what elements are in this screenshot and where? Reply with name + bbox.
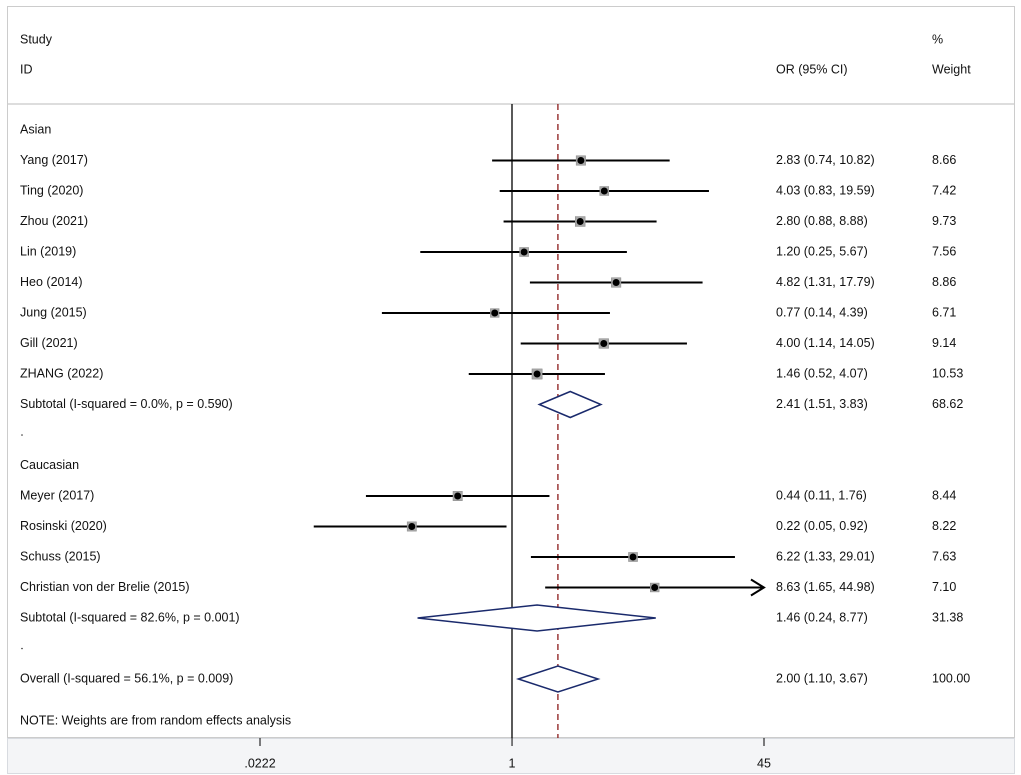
- study-weight: 6.71: [932, 305, 956, 319]
- spacer-dot: [21, 647, 23, 650]
- point-estimate: [454, 492, 462, 500]
- point-estimate: [577, 157, 585, 164]
- study-or-ci: 2.83 (0.74, 10.82): [776, 153, 875, 167]
- study-or-ci: 8.63 (1.65, 44.98): [776, 580, 875, 594]
- header-percent-label: %: [932, 32, 943, 46]
- study-weight: 8.44: [932, 488, 956, 502]
- subtotal-label: Subtotal (I-squared = 0.0%, p = 0.590): [20, 397, 233, 411]
- study-or-ci: 0.77 (0.14, 4.39): [776, 305, 868, 319]
- point-estimate: [600, 187, 608, 195]
- point-estimate: [576, 218, 584, 225]
- point-estimate: [408, 523, 416, 530]
- footnote: NOTE: Weights are from random effects an…: [20, 713, 291, 727]
- point-estimate: [612, 279, 620, 286]
- group-label: Caucasian: [20, 458, 79, 472]
- subtotal-weight: 31.38: [932, 610, 963, 624]
- spacer-dot: [21, 434, 23, 436]
- study-label: ZHANG (2022): [20, 366, 103, 380]
- subtotal-diamond: [537, 390, 603, 419]
- subtotal-label: Subtotal (I-squared = 82.6%, p = 0.001): [20, 610, 240, 624]
- study-or-ci: 0.44 (0.11, 1.76): [776, 488, 867, 502]
- x-axis-band: [7, 738, 1015, 774]
- x-tick-label: 1: [509, 756, 516, 770]
- overall-or-ci: 2.00 (1.10, 3.67): [776, 671, 868, 685]
- study-label: Heo (2014): [20, 275, 83, 289]
- overall-label: Overall (I-squared = 56.1%, p = 0.009): [20, 671, 233, 685]
- study-or-ci: 2.80 (0.88, 8.88): [776, 214, 868, 228]
- study-weight: 8.86: [932, 275, 956, 289]
- header-study-label: Study: [20, 32, 53, 46]
- study-weight: 9.73: [932, 214, 956, 228]
- study-weight: 10.53: [932, 366, 963, 380]
- plot-frame: [7, 6, 1015, 738]
- overall-weight: 100.00: [932, 671, 970, 685]
- study-or-ci: 0.22 (0.05, 0.92): [776, 519, 868, 533]
- study-label: Christian von der Brelie (2015): [20, 580, 190, 594]
- header-weight-label: Weight: [932, 62, 971, 76]
- x-tick-label: .0222: [244, 756, 275, 770]
- point-estimate: [651, 584, 659, 591]
- point-estimate: [629, 553, 637, 561]
- study-or-ci: 1.20 (0.25, 5.67): [776, 244, 868, 258]
- study-label: Ting (2020): [20, 183, 83, 197]
- study-or-ci: 4.82 (1.31, 17.79): [776, 275, 875, 289]
- point-estimate: [600, 340, 608, 347]
- study-label: Jung (2015): [20, 305, 87, 319]
- subtotal-weight: 68.62: [932, 397, 963, 411]
- study-label: Yang (2017): [20, 153, 88, 167]
- study-or-ci: 1.46 (0.52, 4.07): [776, 366, 868, 380]
- study-weight: 7.63: [932, 549, 956, 563]
- point-estimate: [520, 248, 528, 256]
- study-label: Rosinski (2020): [20, 519, 107, 533]
- group-label: Asian: [20, 122, 51, 136]
- study-or-ci: 4.00 (1.14, 14.05): [776, 336, 875, 350]
- overall-diamond: [515, 665, 601, 693]
- study-weight: 7.42: [932, 183, 956, 197]
- subtotal-or-ci: 2.41 (1.51, 3.83): [776, 397, 868, 411]
- study-label: Meyer (2017): [20, 488, 94, 502]
- study-or-ci: 6.22 (1.33, 29.01): [776, 549, 875, 563]
- study-or-ci: 4.03 (0.83, 19.59): [776, 183, 875, 197]
- study-label: Gill (2021): [20, 336, 78, 350]
- study-label: Schuss (2015): [20, 549, 101, 563]
- study-weight: 8.66: [932, 153, 956, 167]
- study-weight: 8.22: [932, 519, 956, 533]
- study-weight: 7.10: [932, 580, 956, 594]
- header-id-label: ID: [20, 62, 33, 76]
- subtotal-or-ci: 1.46 (0.24, 8.77): [776, 610, 868, 624]
- ci-arrow: [750, 578, 766, 597]
- study-label: Lin (2019): [20, 244, 76, 258]
- header-or-label: OR (95% CI): [776, 62, 848, 76]
- study-label: Zhou (2021): [20, 214, 88, 228]
- point-estimate: [533, 370, 541, 378]
- point-estimate: [491, 309, 499, 317]
- study-weight: 7.56: [932, 244, 956, 258]
- x-tick-label: 45: [757, 756, 771, 770]
- study-weight: 9.14: [932, 336, 956, 350]
- subtotal-diamond: [417, 604, 656, 632]
